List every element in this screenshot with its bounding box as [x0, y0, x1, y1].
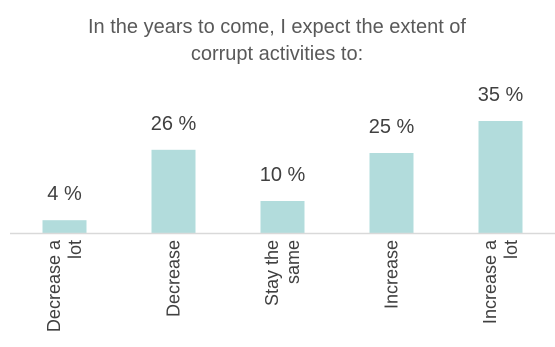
bar-4	[369, 153, 414, 233]
x-tick-label-1-line-2: lot	[65, 240, 85, 259]
x-tick-label-3-line-2: same	[283, 240, 303, 284]
bar-1	[42, 220, 87, 233]
data-label-4: 25 %	[369, 116, 415, 138]
x-tick-label-3: Stay thesame	[262, 240, 303, 306]
x-tick-label-2-line-1: Decrease	[164, 240, 184, 317]
x-tick-label-5: Increase alot	[480, 239, 521, 324]
data-label-3: 10 %	[260, 164, 306, 186]
bar-3	[260, 201, 305, 233]
bar-2	[151, 149, 196, 233]
data-label-1: 4 %	[47, 183, 82, 205]
chart-title-line-2: corrupt activities to:	[191, 43, 363, 65]
x-tick-label-4-line-1: Increase	[382, 240, 402, 309]
x-tick-label-3-line-1: Stay the	[262, 240, 282, 306]
x-tick-label-4: Increase	[382, 240, 402, 309]
data-labels: 4 % 26 % 10 % 25 % 35 %	[47, 84, 523, 205]
x-tick-label-5-line-2: lot	[501, 240, 521, 259]
chart-title-line-1: In the years to come, I expect the exten…	[88, 16, 466, 38]
x-axis-tick-labels: Decrease alot Decrease Stay thesame Increas…	[44, 239, 521, 332]
x-tick-label-1-line-1: Decrease a	[44, 239, 64, 332]
bar-5	[478, 121, 523, 233]
x-tick-label-5-line-1: Increase a	[480, 239, 500, 324]
x-tick-label-1: Decrease alot	[44, 239, 85, 332]
data-label-2: 26 %	[151, 113, 197, 135]
chart-title: In the years to come, I expect the exten…	[88, 16, 466, 65]
bars	[42, 121, 523, 233]
x-tick-label-2: Decrease	[164, 240, 184, 317]
data-label-5: 35 %	[478, 84, 524, 106]
